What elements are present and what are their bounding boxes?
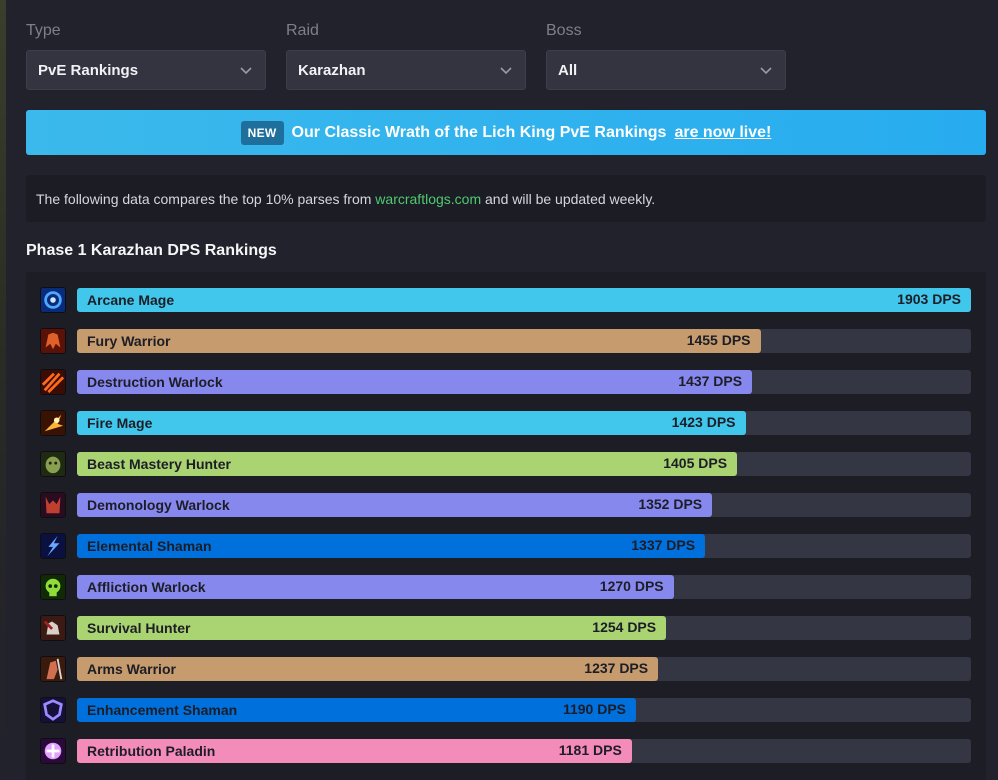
type-filter-label: Type bbox=[26, 22, 61, 39]
ranking-row: Affliction Warlock 1270 DPS bbox=[40, 574, 972, 600]
boss-filter-label: Boss bbox=[546, 22, 582, 39]
bar: Survival Hunter 1254 DPS bbox=[77, 616, 667, 640]
bar: Demonology Warlock 1352 DPS bbox=[77, 493, 713, 517]
bar-track: Survival Hunter 1254 DPS bbox=[77, 616, 971, 640]
bar-track: Arcane Mage 1903 DPS bbox=[77, 288, 971, 312]
bar-label: Retribution Paladin bbox=[87, 743, 216, 759]
bar-track: Arms Warrior 1237 DPS bbox=[77, 657, 971, 681]
chevron-down-icon bbox=[240, 67, 252, 75]
elemental-shaman-icon bbox=[40, 533, 66, 559]
bar-value-label: 1423 DPS bbox=[671, 414, 736, 430]
bar-value-label: 1254 DPS bbox=[592, 619, 657, 635]
survival-hunter-icon bbox=[40, 615, 66, 641]
bar-label: Arcane Mage bbox=[87, 292, 175, 308]
boss-filter: Boss All bbox=[546, 20, 786, 90]
bar-label: Arms Warrior bbox=[87, 661, 176, 677]
bar-value-label: 1903 DPS bbox=[897, 291, 961, 307]
boss-select[interactable]: All bbox=[546, 50, 786, 90]
raid-select-value: Karazhan bbox=[298, 61, 366, 79]
info-box: The following data compares the top 10% … bbox=[26, 175, 986, 222]
bar-value-label: 1405 DPS bbox=[663, 455, 728, 471]
retribution-paladin-icon bbox=[40, 738, 66, 764]
type-filter: Type PvE Rankings bbox=[26, 20, 266, 90]
bar-track: Beast Mastery Hunter 1405 DPS bbox=[77, 452, 971, 476]
chevron-down-icon bbox=[760, 67, 772, 75]
bar: Arcane Mage 1903 DPS bbox=[77, 288, 971, 312]
info-text-prefix: The following data compares the top 10% … bbox=[36, 190, 372, 207]
fire-mage-icon bbox=[40, 410, 66, 436]
ranking-row: Destruction Warlock 1437 DPS bbox=[40, 369, 972, 395]
bar: Arms Warrior 1237 DPS bbox=[77, 657, 659, 681]
banner-text: Our Classic Wrath of the Lich King PvE R… bbox=[291, 123, 667, 141]
announcement-banner: NEW Our Classic Wrath of the Lich King P… bbox=[26, 110, 986, 155]
bar-value-label: 1455 DPS bbox=[686, 332, 751, 348]
affliction-warlock-icon bbox=[40, 574, 66, 600]
ranking-row: Elemental Shaman 1337 DPS bbox=[40, 533, 972, 559]
ranking-row: Survival Hunter 1254 DPS bbox=[40, 615, 972, 641]
enhancement-shaman-icon bbox=[40, 697, 66, 723]
ranking-row: Demonology Warlock 1352 DPS bbox=[40, 492, 972, 518]
raid-filter: Raid Karazhan bbox=[286, 20, 526, 90]
ranking-row: Fury Warrior 1455 DPS bbox=[40, 328, 972, 354]
bar-label: Demonology Warlock bbox=[87, 497, 230, 513]
ranking-row: Fire Mage 1423 DPS bbox=[40, 410, 972, 436]
type-select-value: PvE Rankings bbox=[38, 61, 139, 79]
bar-track: Fury Warrior 1455 DPS bbox=[77, 329, 971, 353]
bar-track: Elemental Shaman 1337 DPS bbox=[77, 534, 971, 558]
bar-label: Fire Mage bbox=[87, 415, 153, 431]
bar-value-label: 1181 DPS bbox=[558, 742, 622, 758]
boss-select-value: All bbox=[558, 61, 578, 79]
bar-track: Fire Mage 1423 DPS bbox=[77, 411, 971, 435]
bar-value-label: 1270 DPS bbox=[599, 578, 664, 594]
filter-bar: Type PvE Rankings Raid Karazhan Boss All bbox=[26, 20, 786, 90]
bar-label: Enhancement Shaman bbox=[87, 702, 238, 718]
bar-track: Enhancement Shaman 1190 DPS bbox=[77, 698, 971, 722]
ranking-row: Arms Warrior 1237 DPS bbox=[40, 656, 972, 682]
type-select[interactable]: PvE Rankings bbox=[26, 50, 266, 90]
bar: Fury Warrior 1455 DPS bbox=[77, 329, 761, 353]
demonology-warlock-icon bbox=[40, 492, 66, 518]
bar-track: Retribution Paladin 1181 DPS bbox=[77, 739, 971, 763]
bar-label: Survival Hunter bbox=[87, 620, 191, 636]
warcraftlogs-link[interactable]: warcraftlogs.com bbox=[375, 190, 482, 207]
banner-link[interactable]: are now live! bbox=[674, 123, 772, 141]
bar-label: Elemental Shaman bbox=[87, 538, 212, 554]
bar-value-label: 1437 DPS bbox=[678, 373, 743, 389]
dps-ranking-chart: Arcane Mage 1903 DPS Fury Warrior 1455 DPS D… bbox=[26, 272, 986, 780]
ranking-row: Beast Mastery Hunter 1405 DPS bbox=[40, 451, 972, 477]
bar-label: Beast Mastery Hunter bbox=[87, 456, 231, 472]
bar: Enhancement Shaman 1190 DPS bbox=[77, 698, 637, 722]
bar: Retribution Paladin 1181 DPS bbox=[77, 739, 632, 763]
bar-track: Demonology Warlock 1352 DPS bbox=[77, 493, 971, 517]
bar-value-label: 1237 DPS bbox=[584, 660, 649, 676]
bar: Beast Mastery Hunter 1405 DPS bbox=[77, 452, 738, 476]
info-text-suffix: and will be updated weekly. bbox=[485, 190, 656, 207]
destruction-warlock-icon bbox=[40, 369, 66, 395]
bar-value-label: 1352 DPS bbox=[638, 496, 703, 512]
raid-select[interactable]: Karazhan bbox=[286, 50, 526, 90]
bar-track: Affliction Warlock 1270 DPS bbox=[77, 575, 971, 599]
ranking-row: Arcane Mage 1903 DPS bbox=[40, 287, 972, 313]
bar-value-label: 1337 DPS bbox=[631, 537, 696, 553]
bar-label: Affliction Warlock bbox=[87, 579, 206, 595]
ranking-row: Retribution Paladin 1181 DPS bbox=[40, 738, 972, 764]
beast-mastery-hunter-icon bbox=[40, 451, 66, 477]
ranking-row: Enhancement Shaman 1190 DPS bbox=[40, 697, 972, 723]
chevron-down-icon bbox=[500, 67, 512, 75]
bar-label: Destruction Warlock bbox=[87, 374, 223, 390]
background-edge bbox=[0, 0, 6, 780]
arms-warrior-icon bbox=[40, 656, 66, 682]
bar-label: Fury Warrior bbox=[87, 333, 171, 349]
new-badge: NEW bbox=[240, 120, 284, 145]
bar: Affliction Warlock 1270 DPS bbox=[77, 575, 674, 599]
section-title: Phase 1 Karazhan DPS Rankings bbox=[26, 242, 277, 259]
bar-value-label: 1190 DPS bbox=[562, 701, 627, 717]
bar: Destruction Warlock 1437 DPS bbox=[77, 370, 753, 394]
bar-track: Destruction Warlock 1437 DPS bbox=[77, 370, 971, 394]
fury-warrior-icon bbox=[40, 328, 66, 354]
raid-filter-label: Raid bbox=[286, 22, 319, 39]
bar: Elemental Shaman 1337 DPS bbox=[77, 534, 706, 558]
arcane-mage-icon bbox=[40, 287, 66, 313]
bar: Fire Mage 1423 DPS bbox=[77, 411, 746, 435]
